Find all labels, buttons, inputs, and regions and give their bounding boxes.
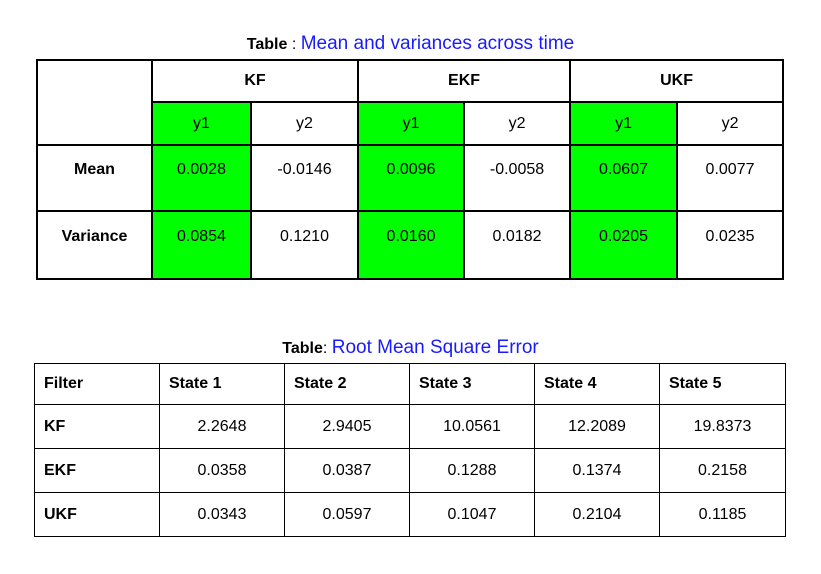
variance-ekf-y2: 0.0182: [463, 210, 572, 280]
variance-ekf-y1-value: 0.0160: [386, 228, 436, 245]
variance-ekf-y1: 0.0160: [357, 210, 466, 280]
subheader-ukf-y2: y2: [676, 101, 785, 146]
row-label-mean: Mean: [36, 144, 153, 212]
variance-ukf-y2: 0.0235: [676, 210, 785, 280]
rmse-ekf-state-4: 0.1374: [534, 448, 660, 493]
group-header-ekf: EKF: [357, 59, 572, 103]
corner-cell: [36, 59, 153, 146]
subheader-ekf-y1: y1: [357, 101, 466, 146]
table1-caption-label: Table: [246, 36, 288, 53]
variance-ukf-y2-value: 0.0235: [705, 228, 755, 245]
rmse-ekf-state-2: 0.0387: [284, 448, 410, 493]
rmse-ekf-state-3: 0.1288: [409, 448, 535, 493]
mean-ekf-y1-value: 0.0096: [386, 161, 436, 178]
filter-ukf: UKF: [34, 492, 160, 537]
mean-ukf-y2-value: 0.0077: [705, 161, 755, 178]
group-header-ukf: UKF: [569, 59, 785, 103]
table1-caption-text: Mean and variances across time: [300, 33, 575, 54]
header-filter: Filter: [34, 363, 160, 405]
header-state-3: State 3: [409, 363, 535, 405]
variance-kf-y2: 0.1210: [249, 210, 360, 280]
subheader-kf-y2: y2: [249, 101, 360, 146]
rmse-ukf-state-3: 0.1047: [409, 492, 535, 537]
variance-ukf-y1-value: 0.0205: [599, 228, 648, 245]
rmse-ukf-state-1: 0.0343: [159, 492, 285, 537]
variance-kf-y2-value: 0.1210: [280, 228, 329, 245]
table2-caption-label: Table: [282, 340, 323, 357]
mean-ukf-y1-value: 0.0607: [599, 161, 648, 178]
group-header-kf: KF: [150, 59, 360, 103]
row-label-variance: Variance: [36, 210, 153, 280]
header-state-4: State 4: [534, 363, 660, 405]
mean-kf-y1: 0.0028: [151, 144, 252, 212]
variance-ekf-y2-value: 0.0182: [492, 228, 542, 245]
variance-kf-y1-value: 0.0854: [177, 228, 226, 245]
table2-caption-text: Root Mean Square Error: [331, 337, 539, 358]
header-state-2: State 2: [284, 363, 410, 405]
rmse-kf-state-4: 12.2089: [534, 404, 660, 449]
rmse-kf-state-5: 19.8373: [659, 404, 786, 449]
rmse-kf-state-1: 2.2648: [159, 404, 285, 449]
mean-kf-y2: -0.0146: [249, 144, 360, 212]
table2-caption: Table: Root Mean Square Error: [0, 337, 821, 359]
header-state-5: State 5: [659, 363, 786, 405]
subheader-kf-y1: y1: [151, 101, 252, 146]
mean-ukf-y1: 0.0607: [569, 144, 679, 212]
rmse-ekf-state-5: 0.2158: [659, 448, 786, 493]
header-state-1: State 1: [159, 363, 285, 405]
mean-ukf-y2: 0.0077: [676, 144, 785, 212]
filter-kf: KF: [34, 404, 160, 449]
row-label-mean-text: Mean: [74, 161, 115, 178]
table1-caption: Table : Mean and variances across time: [0, 33, 821, 55]
variance-ukf-y1: 0.0205: [569, 210, 679, 280]
rmse-ukf-state-2: 0.0597: [284, 492, 410, 537]
mean-variance-table: KF EKF UKF y1 y2 y1 y2 y1 y2 Mean 0.0028…: [36, 59, 785, 280]
mean-kf-y1-value: 0.0028: [177, 161, 226, 178]
rmse-ukf-state-4: 0.2104: [534, 492, 660, 537]
mean-ekf-y2: -0.0058: [463, 144, 572, 212]
rmse-ukf-state-5: 0.1185: [659, 492, 786, 537]
mean-kf-y2-value: -0.0146: [277, 161, 332, 178]
filter-ekf: EKF: [34, 448, 160, 493]
table1-caption-separator: :: [287, 36, 301, 53]
rmse-kf-state-2: 2.9405: [284, 404, 410, 449]
subheader-ukf-y1: y1: [569, 101, 679, 146]
row-label-variance-text: Variance: [61, 228, 128, 245]
subheader-ekf-y2: y2: [463, 101, 572, 146]
rmse-table: Filter State 1 State 2 State 3 State 4 S…: [34, 363, 786, 537]
table2-caption-separator: :: [322, 340, 332, 357]
mean-ekf-y2-value: -0.0058: [489, 161, 545, 178]
mean-ekf-y1: 0.0096: [357, 144, 466, 212]
rmse-ekf-state-1: 0.0358: [159, 448, 285, 493]
rmse-kf-state-3: 10.0561: [409, 404, 535, 449]
variance-kf-y1: 0.0854: [151, 210, 252, 280]
